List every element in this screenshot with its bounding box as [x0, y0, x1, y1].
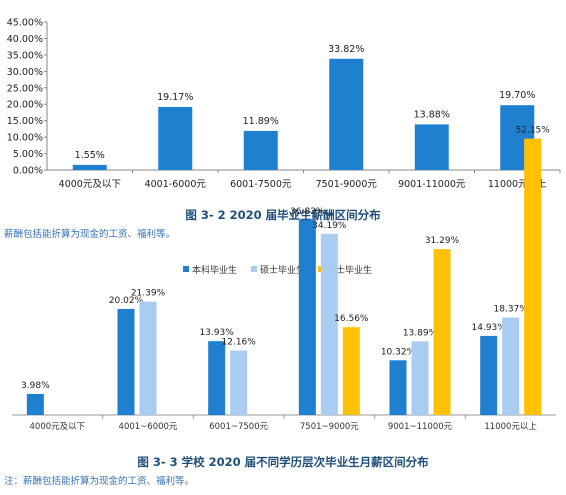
- chart2-data-label: 13.89%: [403, 328, 438, 338]
- chart2-data-label: 31.29%: [425, 236, 460, 246]
- chart1-y-tick-label: 45.00%: [7, 18, 43, 29]
- chart2-data-label: 21.39%: [131, 289, 166, 299]
- chart2-bar: [117, 308, 135, 415]
- chart2-legend-swatch: [251, 266, 257, 272]
- chart2-x-tick-label: 7501~9000元: [300, 422, 359, 432]
- chart2-x-tick-label: 4001~6000元: [119, 422, 178, 432]
- chart1-y-tick-label: 35.00%: [7, 50, 43, 61]
- chart2-data-label: 14.93%: [472, 323, 507, 333]
- chart2-bar: [433, 249, 451, 415]
- chart1-x-tick-label: 6001-7500元: [230, 179, 292, 190]
- chart2-x-tick-label: 4000元及以下: [30, 422, 86, 432]
- chart2-data-label: 10.32%: [381, 347, 416, 357]
- chart2-bar: [411, 341, 429, 415]
- chart2-data-label: 3.98%: [21, 381, 50, 391]
- chart2-legend-label: 硕士毕业生: [260, 264, 305, 276]
- chart1-data-label: 19.17%: [157, 92, 193, 103]
- chart2-data-label: 12.16%: [222, 338, 257, 348]
- chart2-bar: [320, 233, 338, 415]
- chart1-y-tick-label: 15.00%: [7, 116, 43, 127]
- chart2-data-label: 16.56%: [334, 314, 369, 324]
- chart2-bar: [26, 393, 44, 415]
- chart2-x-tick-label: 11000元以上: [484, 422, 537, 432]
- chart1-y-tick-label: 20.00%: [7, 100, 43, 111]
- chart1-x-tick-label: 7501-9000元: [316, 179, 378, 190]
- chart1-data-label: 19.70%: [499, 90, 535, 101]
- chart2-bar: [389, 360, 407, 415]
- chart1-x-tick-label: 11000元以上: [488, 179, 547, 190]
- chart2-bar: [139, 301, 157, 415]
- chart2-note: 注：薪酬包括能折算为现金的工资、福利等。: [4, 475, 194, 487]
- chart1-data-label: 11.89%: [243, 116, 279, 127]
- chart2-legend-swatch: [183, 266, 189, 272]
- chart2-bar: [208, 341, 226, 415]
- chart2-data-label: 52.15%: [516, 126, 551, 136]
- chart1-y-tick-label: 25.00%: [7, 83, 43, 94]
- chart1-note: 薪酬包括能折算为现金的工资、福利等。: [4, 228, 175, 240]
- chart1-x-tick-label: 9001-11000元: [398, 179, 466, 190]
- chart1-x-tick-label: 4001-6000元: [145, 179, 207, 190]
- chart2-data-label: 18.37%: [494, 305, 529, 315]
- chart1-y-tick-label: 30.00%: [7, 67, 43, 78]
- chart1-bar: [72, 164, 107, 170]
- chart1-bar: [158, 106, 193, 170]
- chart1-bar: [243, 130, 278, 170]
- chart1-y-tick-label: 40.00%: [7, 34, 43, 45]
- chart2-bar: [480, 335, 498, 415]
- chart1-data-label: 33.82%: [328, 44, 364, 55]
- chart1-y-tick-label: 0.00%: [13, 166, 43, 177]
- chart2-legend-label: 博士毕业生: [327, 264, 372, 276]
- chart1-bar: [414, 124, 449, 170]
- salary-by-degree-chart: 4000元及以下 3.98% 4001~6000元 20.02%21.39% 6001~…: [12, 126, 556, 432]
- chart1-y-tick-label: 5.00%: [13, 149, 43, 160]
- chart1-data-label: 13.88%: [414, 109, 450, 120]
- salary-distribution-chart: 0.00% 5.00% 10.00% 15.00% 20.00% 25.00% 30.00%…: [7, 18, 561, 190]
- chart2-caption: 图 3- 3 学校 2020 届不同学历层次毕业生月薪区间分布: [137, 455, 429, 469]
- chart1-bar: [329, 58, 364, 171]
- chart1-caption: 图 3- 2 2020 届毕业生薪酬区间分布: [185, 208, 381, 222]
- chart2-data-label: 20.02%: [109, 296, 144, 306]
- chart2-data-label: 36.82%: [290, 207, 325, 217]
- chart2-bar: [230, 350, 248, 415]
- chart1-y-tick-label: 10.00%: [7, 133, 43, 144]
- chart2-bar: [342, 327, 360, 415]
- chart2-bar: [298, 219, 316, 415]
- chart2-legend: 本科毕业生 硕士毕业生 博士毕业生: [183, 264, 372, 276]
- chart2-data-label: 13.93%: [200, 328, 235, 338]
- chart2-x-tick-label: 9001~11000元: [388, 422, 453, 432]
- chart2-bar: [524, 138, 542, 416]
- chart2-bar: [502, 317, 520, 415]
- chart1-data-label: 1.55%: [75, 150, 105, 161]
- chart1-x-tick-label: 4000元及以下: [59, 179, 121, 190]
- chart2-legend-label: 本科毕业生: [192, 264, 237, 276]
- chart2-data-label: 34.19%: [312, 221, 347, 231]
- chart2-x-tick-label: 6001~7500元: [209, 422, 268, 432]
